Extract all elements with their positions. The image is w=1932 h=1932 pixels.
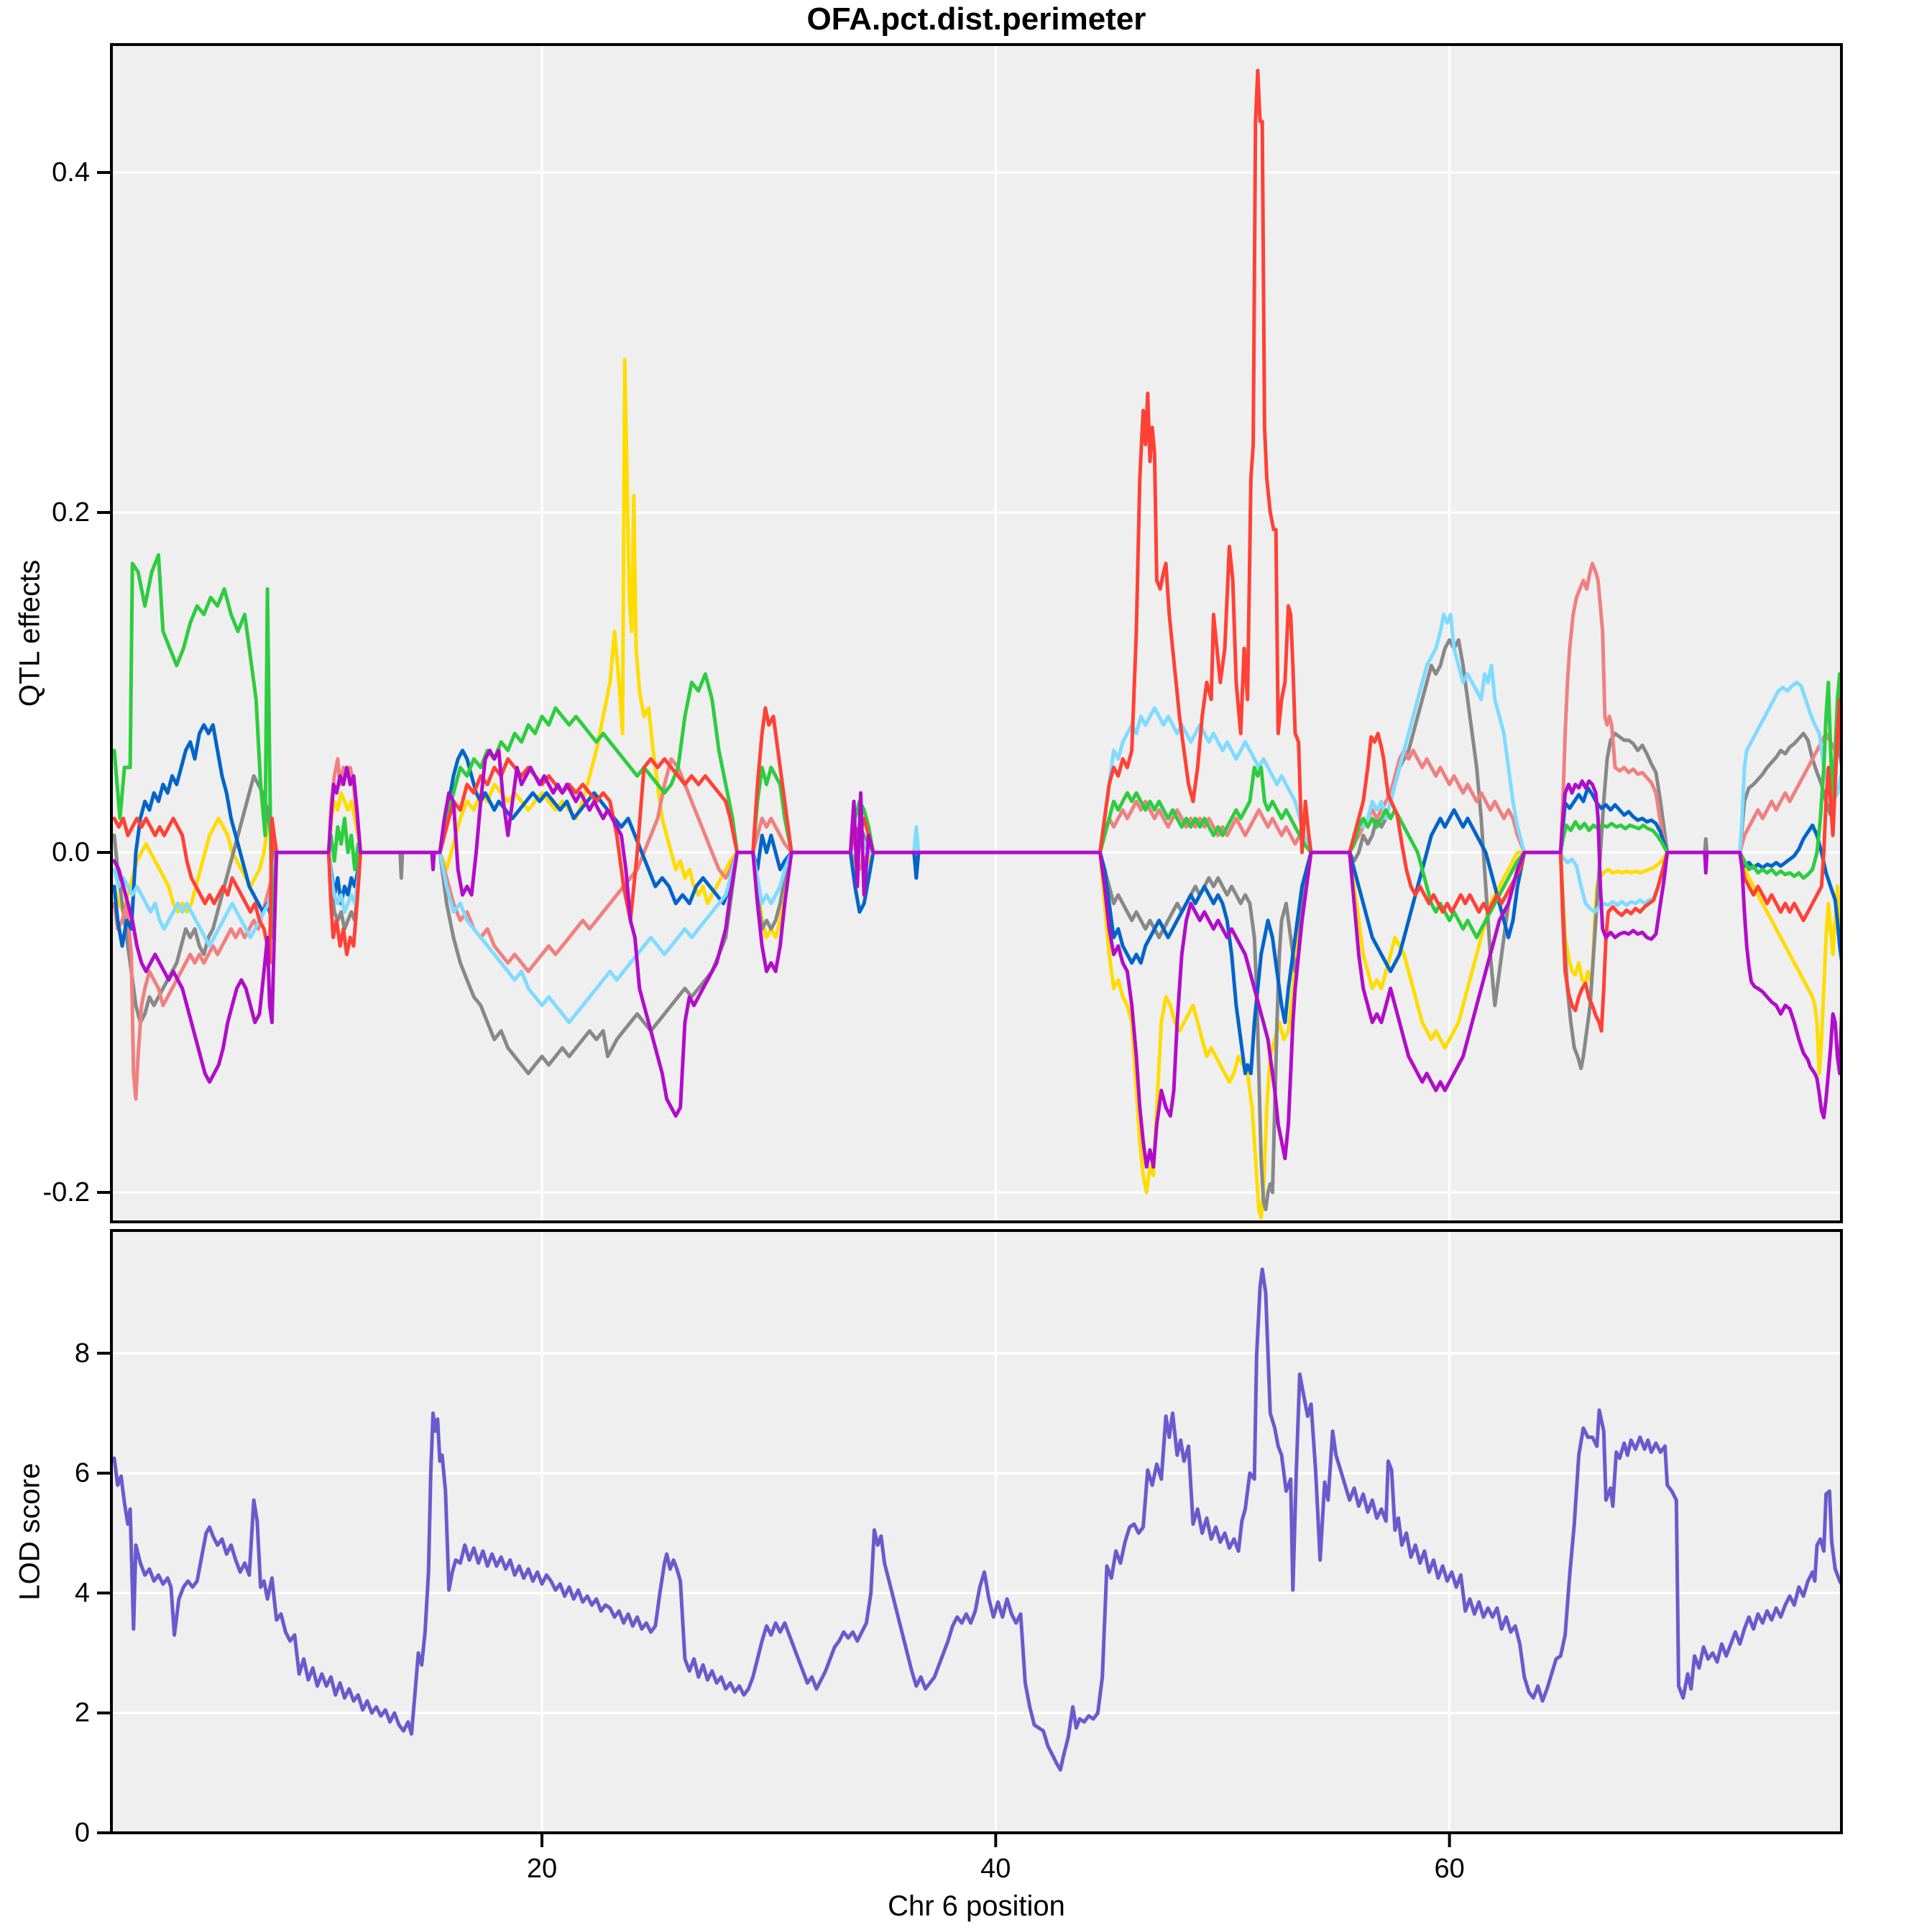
y-tick-label: 0.0 [52, 837, 90, 868]
y-axis-label-lod: LOD score [14, 1463, 46, 1601]
x-tick-label: 40 [980, 1854, 1011, 1884]
y-tick-label: -0.2 [43, 1177, 90, 1208]
x-axis-label: Chr 6 position [888, 1890, 1065, 1922]
x-tick-label: 60 [1434, 1854, 1464, 1884]
series-purple [113, 748, 1840, 1169]
x-tick-label: 20 [527, 1854, 557, 1884]
panel-background [111, 1230, 1841, 1833]
y-tick-label: 4 [75, 1578, 90, 1608]
series-lightblue [113, 612, 1840, 1024]
chart-title: OFA.pct.dist.perimeter [806, 1, 1146, 37]
y-tick-label: 8 [75, 1338, 90, 1368]
y-tick-label: 0 [75, 1818, 90, 1848]
panel-background [111, 45, 1841, 1222]
y-tick-label: 0.4 [52, 157, 90, 188]
y-tick-label: 2 [75, 1698, 90, 1728]
series-yellow [113, 357, 1840, 1220]
series-lod [113, 1267, 1840, 1772]
y-axis-label-effects: QTL effects [14, 559, 46, 707]
panel-border [110, 1229, 1843, 1834]
y-tick-label: 6 [75, 1458, 90, 1489]
y-tick-label: 0.2 [52, 497, 90, 528]
series-red [113, 68, 1840, 1033]
panel-border [110, 43, 1843, 1223]
